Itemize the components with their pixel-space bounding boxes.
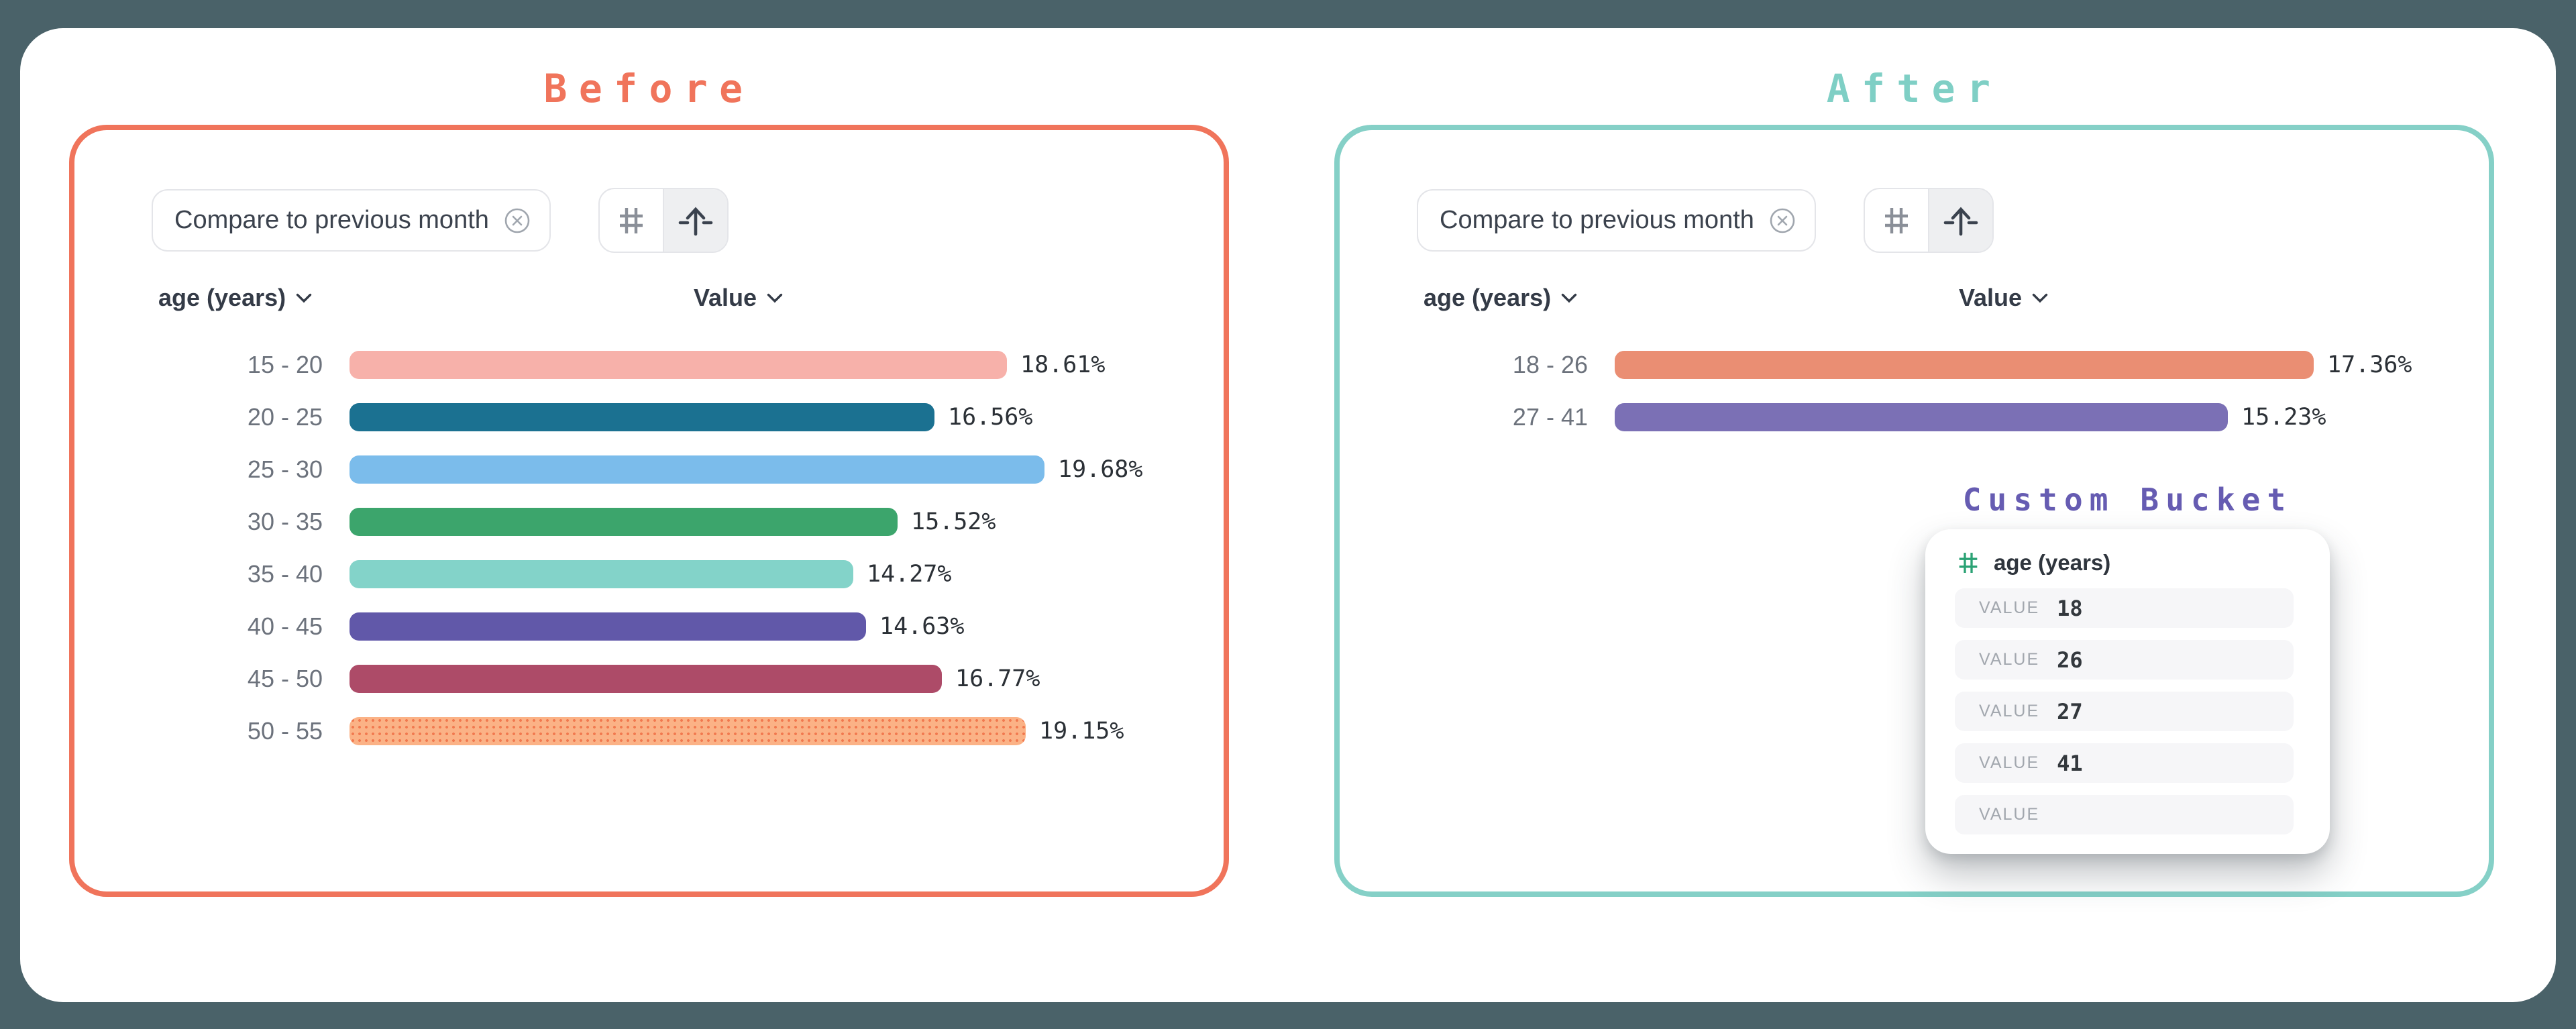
value-field-input[interactable]: 26 bbox=[2057, 647, 2083, 673]
bucket-range-label: 40 - 45 bbox=[247, 612, 323, 640]
bar-value-label: 15.23% bbox=[2241, 404, 2326, 431]
bar-row: 45 - 50 16.77% bbox=[74, 653, 1224, 705]
bar-segment[interactable] bbox=[350, 560, 853, 588]
compare-filter-label: Compare to previous month bbox=[174, 206, 489, 234]
bar-value-label: 16.56% bbox=[948, 404, 1033, 431]
custom-bucket-button[interactable] bbox=[663, 189, 727, 252]
arrow-up-icon bbox=[1943, 207, 1978, 235]
bucket-range-label: 35 - 40 bbox=[247, 560, 323, 588]
bar-segment[interactable] bbox=[350, 612, 866, 641]
bucket-value-row[interactable]: VALUE bbox=[1955, 795, 2294, 834]
bar-segment[interactable] bbox=[350, 717, 1026, 745]
hash-icon bbox=[1959, 553, 1978, 573]
value-field-input[interactable]: 41 bbox=[2057, 750, 2083, 776]
bar-segment[interactable] bbox=[350, 455, 1044, 484]
remove-filter-icon[interactable] bbox=[1769, 207, 1796, 234]
bar-value-label: 14.27% bbox=[867, 561, 952, 588]
before-title: Before bbox=[543, 66, 755, 111]
value-field-label: VALUE bbox=[1979, 805, 2040, 824]
bar-value-label: 17.36% bbox=[2327, 351, 2412, 378]
bucket-value-list: VALUE 18 VALUE 26 VALUE 27 VALUE 41 VALUE bbox=[1955, 588, 2294, 847]
bar-row: 25 - 30 19.68% bbox=[74, 443, 1224, 496]
bar-value-label: 19.68% bbox=[1058, 456, 1143, 483]
after-title: After bbox=[1826, 66, 2002, 111]
bucket-range-label: 15 - 20 bbox=[247, 351, 323, 378]
bar-row: 15 - 20 18.61% bbox=[74, 339, 1224, 391]
remove-filter-icon[interactable] bbox=[504, 207, 531, 234]
bar-segment[interactable] bbox=[1615, 351, 2314, 379]
bar-row: 50 - 55 19.15% bbox=[74, 705, 1224, 757]
value-field-label: VALUE bbox=[1979, 598, 2040, 617]
chart-mode-toggle bbox=[598, 188, 729, 253]
dimension-header-label: age (years) bbox=[1424, 284, 1552, 311]
bar-segment[interactable] bbox=[350, 508, 898, 536]
numeric-bucket-button[interactable] bbox=[1865, 189, 1928, 252]
hash-icon bbox=[1885, 207, 1908, 233]
before-panel: Compare to previous month bbox=[69, 125, 1229, 897]
bucket-range-label: 50 - 55 bbox=[247, 717, 323, 745]
chevron-down-icon bbox=[767, 293, 783, 303]
bar-row: 18 - 26 17.36% bbox=[1340, 339, 2489, 391]
bar-segment[interactable] bbox=[1615, 403, 2228, 431]
after-panel: Compare to previous month bbox=[1334, 125, 2494, 897]
bar-segment[interactable] bbox=[350, 403, 934, 431]
compare-filter-chip[interactable]: Compare to previous month bbox=[1417, 189, 1816, 252]
value-column-header[interactable]: Value bbox=[1959, 279, 2049, 317]
value-header-label: Value bbox=[693, 284, 757, 311]
bucket-range-label: 45 - 50 bbox=[247, 665, 323, 692]
bucket-value-row[interactable]: VALUE 18 bbox=[1955, 588, 2294, 628]
dimension-header-label: age (years) bbox=[158, 284, 286, 311]
bar-segment[interactable] bbox=[350, 665, 942, 693]
bar-row: 40 - 45 14.63% bbox=[74, 600, 1224, 653]
value-field-label: VALUE bbox=[1979, 753, 2040, 772]
bucket-range-label: 20 - 25 bbox=[247, 403, 323, 431]
bar-value-label: 19.15% bbox=[1039, 718, 1124, 745]
dimension-column-header[interactable]: age (years) bbox=[158, 279, 313, 317]
bar-segment[interactable] bbox=[350, 351, 1007, 379]
bar-row: 35 - 40 14.27% bbox=[74, 548, 1224, 600]
compare-filter-label: Compare to previous month bbox=[1440, 206, 1754, 234]
value-header-label: Value bbox=[1958, 284, 2023, 311]
chart-mode-toggle bbox=[1864, 188, 1994, 253]
custom-bucket-header: age (years) bbox=[1955, 549, 2110, 576]
bar-value-label: 15.52% bbox=[911, 508, 996, 535]
arrow-up-icon bbox=[678, 207, 713, 235]
after-bar-chart: 18 - 26 17.36% 27 - 41 15.23% bbox=[1340, 339, 2489, 443]
bucket-range-label: 25 - 30 bbox=[247, 455, 323, 483]
value-column-header[interactable]: Value bbox=[694, 279, 784, 317]
custom-bucket-button[interactable] bbox=[1928, 189, 1992, 252]
bar-row: 27 - 41 15.23% bbox=[1340, 391, 2489, 443]
bucket-field-name: age (years) bbox=[1994, 550, 2111, 575]
bar-value-label: 14.63% bbox=[879, 613, 965, 640]
bucket-value-row[interactable]: VALUE 26 bbox=[1955, 640, 2294, 680]
value-field-label: VALUE bbox=[1979, 650, 2040, 669]
value-field-label: VALUE bbox=[1979, 702, 2040, 720]
chevron-down-icon bbox=[1561, 293, 1577, 303]
bar-value-label: 16.77% bbox=[955, 665, 1040, 692]
before-bar-chart: 15 - 20 18.61% 20 - 25 16.56% 25 - 30 19.68% 3… bbox=[74, 339, 1224, 757]
dimension-column-header[interactable]: age (years) bbox=[1424, 279, 1578, 317]
custom-bucket-card: age (years) VALUE 18 VALUE 26 VALUE 27 VALUE 41… bbox=[1925, 529, 2330, 854]
bucket-range-label: 30 - 35 bbox=[247, 508, 323, 535]
chevron-down-icon bbox=[296, 293, 312, 303]
compare-filter-chip[interactable]: Compare to previous month bbox=[152, 189, 551, 252]
bar-row: 30 - 35 15.52% bbox=[74, 496, 1224, 548]
bucket-value-row[interactable]: VALUE 41 bbox=[1955, 743, 2294, 783]
value-field-input[interactable]: 18 bbox=[2057, 595, 2083, 621]
bucket-range-label: 18 - 26 bbox=[1512, 351, 1588, 378]
hash-icon bbox=[620, 207, 643, 233]
value-field-input[interactable]: 27 bbox=[2057, 698, 2083, 724]
chevron-down-icon bbox=[2032, 293, 2048, 303]
bar-value-label: 18.61% bbox=[1020, 351, 1106, 378]
bucket-value-row[interactable]: VALUE 27 bbox=[1955, 692, 2294, 731]
bar-row: 20 - 25 16.56% bbox=[74, 391, 1224, 443]
bucket-range-label: 27 - 41 bbox=[1512, 403, 1588, 431]
numeric-bucket-button[interactable] bbox=[600, 189, 663, 252]
